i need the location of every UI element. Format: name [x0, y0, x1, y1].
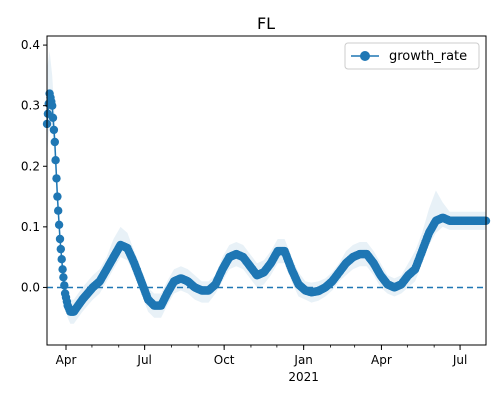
legend: growth_rate [344, 42, 480, 70]
plot-area: 0.0 0.1 0.2 0.3 0.4 Apr Jul Oct Jan 2021 Apr Jul [21, 35, 491, 384]
y-tick-label: 0.3 [21, 99, 40, 113]
data-point [59, 273, 68, 282]
y-tick-label: 0.1 [21, 220, 40, 234]
legend-box [344, 42, 480, 70]
x-tick-label: Jan [293, 353, 313, 367]
y-tick-label: 0.4 [21, 38, 40, 52]
data-point [49, 125, 59, 135]
x-tick-label: Apr [56, 353, 77, 367]
data-point [48, 113, 58, 123]
x-tick-label: Jul [452, 353, 467, 367]
data-point [53, 192, 62, 201]
data-point [52, 174, 61, 183]
legend-label: growth_rate [389, 49, 467, 64]
data-point [50, 137, 59, 147]
y-tick-label: 0.2 [21, 159, 40, 173]
chart-title: FL [257, 14, 275, 33]
axes-frame [46, 35, 487, 346]
data-point [58, 265, 67, 274]
x-tick-label: Apr [371, 353, 392, 367]
data-point [54, 206, 63, 215]
data-point [51, 156, 60, 165]
data-point [54, 220, 64, 229]
data-point [57, 255, 66, 264]
legend-marker-swatch [360, 51, 370, 61]
x-tick-label: Oct [214, 353, 235, 367]
y-tick-label: 0.0 [21, 280, 40, 294]
data-point [48, 101, 57, 110]
data-point [56, 244, 65, 254]
confidence-band [47, 51, 486, 324]
data-point [55, 234, 65, 244]
data-point [60, 281, 69, 290]
x-tick-label: Jul [136, 353, 151, 367]
x-tick-sublabel: 2021 [288, 370, 319, 384]
